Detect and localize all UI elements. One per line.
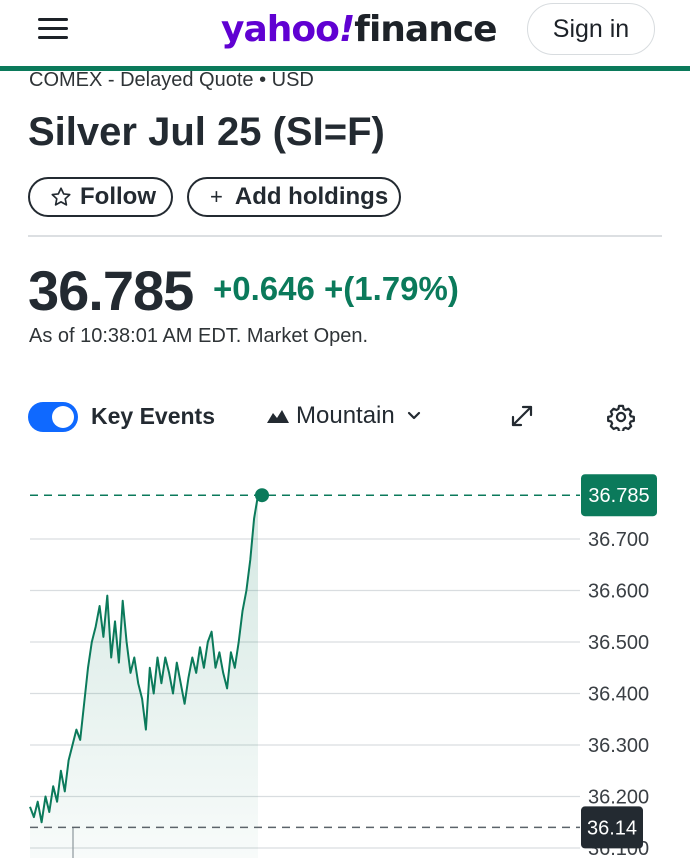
app-header: yahoo!finance Sign in bbox=[0, 0, 690, 66]
current-price: 36.785 bbox=[28, 259, 194, 322]
last-price-label: 36.785 bbox=[588, 485, 649, 507]
chart-type-select[interactable]: Mountain bbox=[267, 400, 421, 432]
y-tick-label: 36.300 bbox=[588, 735, 649, 757]
page-title: Silver Jul 25 (SI=F) bbox=[28, 110, 385, 154]
sign-in-button[interactable]: Sign in bbox=[527, 3, 655, 55]
price-area-fill bbox=[30, 495, 258, 858]
price-series-line bbox=[29, 495, 259, 824]
header-accent-line bbox=[0, 66, 690, 71]
last-price-dot bbox=[255, 488, 269, 503]
menu-icon[interactable] bbox=[36, 16, 70, 42]
divider bbox=[28, 235, 662, 237]
quote-source: COMEX - Delayed Quote • USD bbox=[29, 69, 314, 91]
price-change: +0.646 +(1.79%) bbox=[213, 270, 459, 307]
follow-button[interactable]: Follow bbox=[28, 177, 173, 217]
plus-icon: + bbox=[210, 184, 223, 209]
as-of-timestamp: As of 10:38:01 AM EDT. Market Open. bbox=[29, 325, 369, 347]
y-tick-label: 36.200 bbox=[588, 787, 649, 809]
price-chart[interactable]: 36.700 36.600 36.500 36.400 36.300 36.200 36.1… bbox=[0, 450, 690, 858]
last-price-label-box bbox=[581, 474, 657, 517]
prev-close-label: 36.14 bbox=[587, 817, 637, 839]
star-icon bbox=[50, 186, 72, 208]
mountain-icon bbox=[267, 409, 289, 423]
add-holdings-label: Add holdings bbox=[234, 183, 389, 210]
y-tick-label: 36.400 bbox=[588, 684, 649, 706]
add-holdings-button[interactable]: + Add holdings bbox=[187, 177, 401, 217]
follow-label: Follow bbox=[80, 183, 156, 210]
expand-icon[interactable] bbox=[509, 403, 535, 429]
gear-icon[interactable] bbox=[607, 403, 635, 433]
yahoo-finance-logo[interactable]: yahoo!finance bbox=[221, 9, 498, 50]
chart-type-label: Mountain bbox=[296, 402, 395, 429]
chevron-down-icon bbox=[407, 411, 421, 421]
y-tick-label: 36.600 bbox=[588, 581, 649, 603]
key-events-label: Key Events bbox=[91, 403, 216, 429]
prev-close-label-box bbox=[581, 806, 643, 849]
y-tick-label: 36.700 bbox=[588, 529, 649, 551]
key-events-toggle[interactable] bbox=[28, 402, 78, 432]
y-tick-label: 36.500 bbox=[588, 632, 649, 654]
